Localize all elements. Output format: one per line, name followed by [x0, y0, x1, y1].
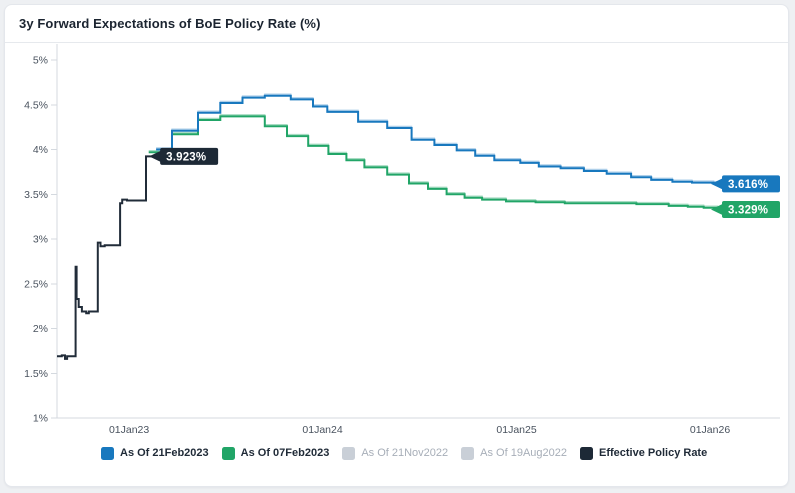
chart-card: 3y Forward Expectations of BoE Policy Ra…: [4, 4, 789, 487]
legend-item-as-of-19aug2022[interactable]: As Of 19Aug2022: [461, 446, 567, 460]
legend-swatch-icon: [461, 446, 475, 460]
legend-swatch-icon: [580, 446, 593, 460]
y-tick-label: 1%: [33, 413, 48, 425]
series-line-effective-policy-rate: [57, 155, 157, 360]
x-tick-label: 01Jan24: [302, 424, 342, 436]
y-tick-label: 5%: [33, 55, 48, 67]
series-line-as-of-21feb2023: [156, 93, 739, 185]
value-badge-text: 3.923%: [166, 151, 206, 163]
y-tick-label: 3%: [33, 234, 48, 246]
legend-item-label: As Of 21Feb2023: [120, 447, 209, 459]
legend-item-label: As Of 07Feb2023: [240, 447, 330, 459]
legend-swatch-icon: [342, 446, 356, 460]
x-tick-label: 01Jan23: [109, 424, 149, 436]
y-tick-label: 4.5%: [24, 99, 48, 111]
y-tick-label: 4%: [33, 144, 48, 156]
chart-title: 3y Forward Expectations of BoE Policy Ra…: [19, 16, 321, 31]
axes: [56, 44, 780, 419]
x-tick-label: 01Jan26: [690, 424, 730, 436]
y-tick-label: 2.5%: [24, 278, 48, 290]
value-badge-3-616: 3.616%: [711, 175, 780, 193]
legend-item-label: Effective Policy Rate: [599, 447, 708, 459]
y-tick-label: 2%: [33, 323, 48, 335]
series-line-as-of-07feb2023: [148, 114, 731, 210]
card-header: 3y Forward Expectations of BoE Policy Ra…: [5, 5, 788, 42]
y-axis: 1% 1.5% 2% 2.5% 3% 3.5% 4% 4.5% 5%: [24, 55, 57, 425]
legend-item-effective-policy-rate[interactable]: Effective Policy Rate: [580, 446, 708, 460]
legend-item-as-of-07feb2023[interactable]: As Of 07Feb2023: [221, 446, 330, 460]
chart-canvas[interactable]: 1% 1.5% 2% 2.5% 3% 3.5% 4% 4.5% 5% 01Jan23 01Jan24…: [5, 5, 795, 445]
legend-item-label: As Of 19Aug2022: [480, 447, 567, 459]
chart-legend: As Of 21Feb2023 As Of 07Feb2023 As Of 21No…: [101, 444, 707, 462]
x-axis: 01Jan23 01Jan24 01Jan25 01Jan26: [109, 424, 730, 436]
header-divider: [5, 42, 788, 43]
value-badge-3-923: 3.923%: [149, 147, 219, 165]
legend-swatch-icon: [101, 446, 114, 460]
legend-item-as-of-21feb2023[interactable]: As Of 21Feb2023: [101, 446, 209, 460]
legend-item-label: As Of 21Nov2022: [361, 447, 449, 459]
y-tick-label: 3.5%: [24, 189, 48, 201]
value-badge-text: 3.616%: [728, 179, 768, 191]
y-tick-label: 1.5%: [24, 368, 48, 380]
value-badge-3-329: 3.329%: [711, 201, 780, 219]
value-badge-text: 3.329%: [728, 205, 768, 217]
legend-item-as-of-21nov2022[interactable]: As Of 21Nov2022: [342, 446, 449, 460]
legend-swatch-icon: [221, 446, 235, 460]
x-tick-label: 01Jan25: [496, 424, 536, 436]
